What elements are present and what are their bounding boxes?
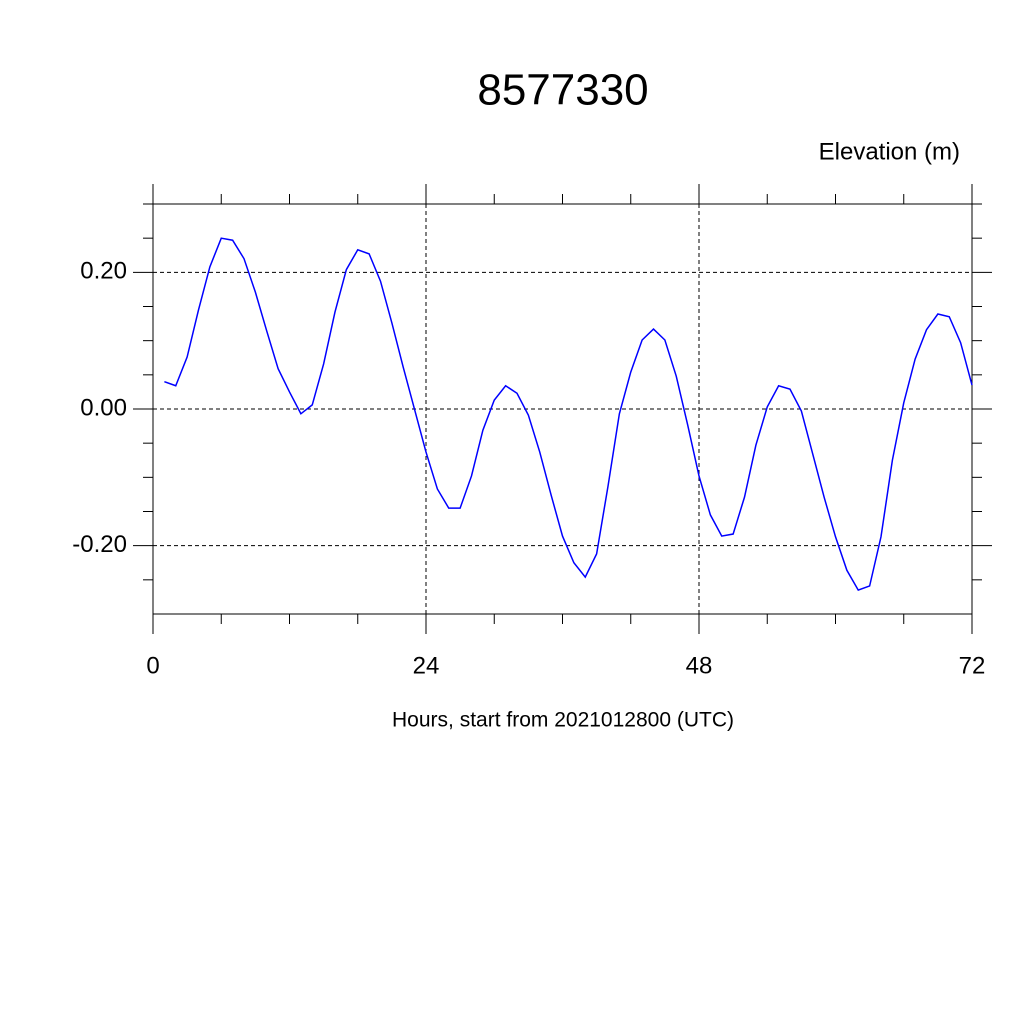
x-tick-label: 48 (686, 652, 713, 679)
x-tick-label: 24 (413, 652, 440, 679)
y-tick-label: -0.20 (72, 531, 127, 558)
line-series (164, 237, 973, 592)
chart-title: 8577330 (477, 66, 648, 115)
x-axis-label: Hours, start from 2021012800 (UTC) (392, 709, 734, 732)
plot-frame (152, 203, 973, 615)
y-tick-label: 0.20 (80, 258, 127, 285)
y-tick-label: 0.00 (80, 394, 127, 421)
y-axis-label: Elevation (m) (819, 138, 960, 165)
x-tick-label: 72 (959, 652, 986, 679)
x-tick-label: 0 (146, 652, 159, 679)
